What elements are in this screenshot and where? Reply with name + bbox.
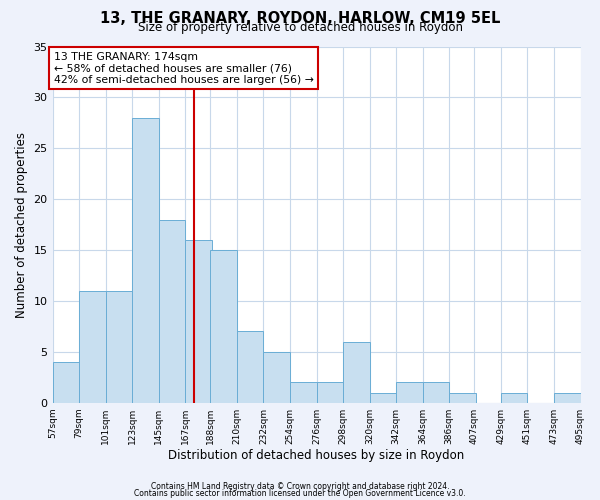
Text: Contains public sector information licensed under the Open Government Licence v3: Contains public sector information licen… (134, 488, 466, 498)
Bar (554, 392, 581, 402)
Text: Contains HM Land Registry data © Crown copyright and database right 2024.: Contains HM Land Registry data © Crown c… (151, 482, 449, 491)
Bar (237, 332, 263, 402)
Bar (343, 342, 370, 402)
Bar (211, 250, 237, 402)
Bar (449, 392, 476, 402)
Y-axis label: Number of detached properties: Number of detached properties (15, 132, 28, 318)
Bar (106, 291, 132, 403)
Bar (132, 118, 158, 403)
Bar (370, 392, 396, 402)
Bar (79, 291, 106, 403)
Bar (158, 220, 185, 402)
Bar (422, 382, 449, 402)
Bar (396, 382, 422, 402)
Text: 13 THE GRANARY: 174sqm
← 58% of detached houses are smaller (76)
42% of semi-det: 13 THE GRANARY: 174sqm ← 58% of detached… (54, 52, 314, 85)
X-axis label: Distribution of detached houses by size in Roydon: Distribution of detached houses by size … (169, 450, 464, 462)
Text: Size of property relative to detached houses in Roydon: Size of property relative to detached ho… (137, 21, 463, 34)
Bar (290, 382, 317, 402)
Bar (263, 352, 290, 403)
Bar (185, 240, 212, 402)
Bar (501, 392, 527, 402)
Bar (317, 382, 343, 402)
Text: 13, THE GRANARY, ROYDON, HARLOW, CM19 5EL: 13, THE GRANARY, ROYDON, HARLOW, CM19 5E… (100, 11, 500, 26)
Bar (53, 362, 79, 403)
